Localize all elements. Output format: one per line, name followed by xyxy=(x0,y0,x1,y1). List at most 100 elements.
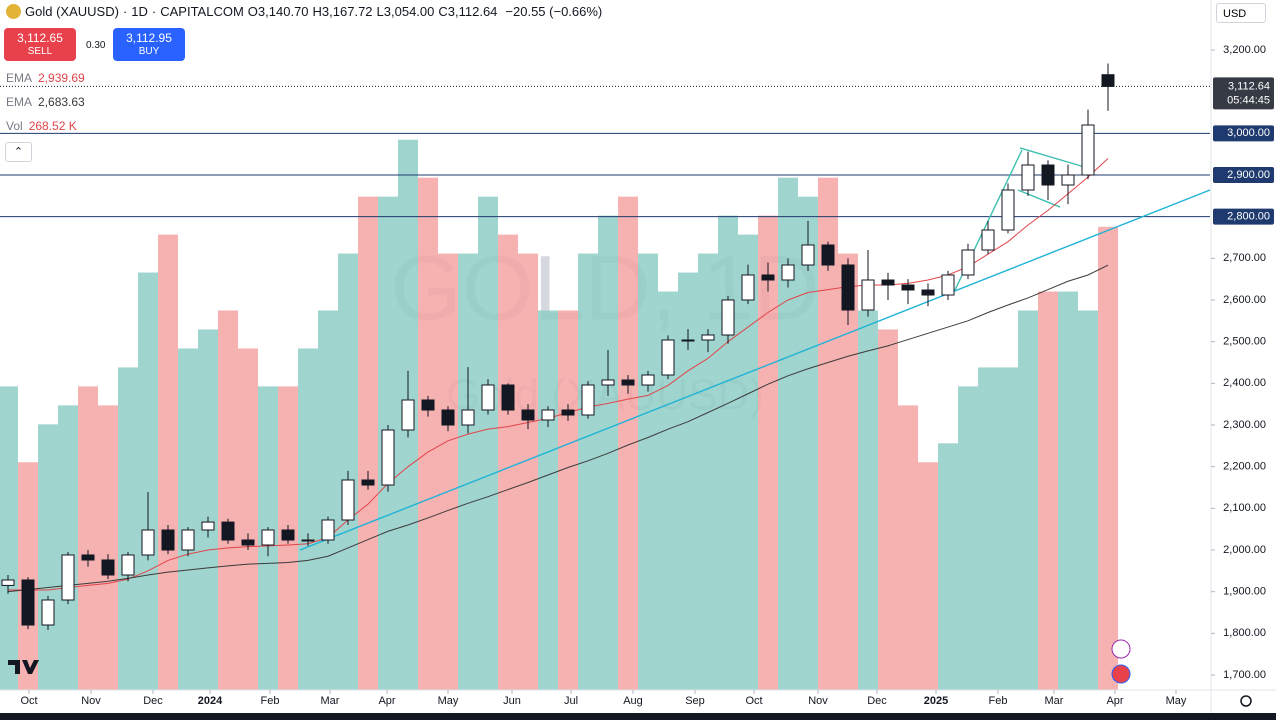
volume-bar xyxy=(458,253,478,690)
level-badge xyxy=(1213,208,1274,225)
candle-body xyxy=(701,334,715,341)
candle-body xyxy=(401,399,415,431)
volume-bar xyxy=(538,310,558,690)
candle-body xyxy=(241,539,255,546)
candle-body xyxy=(161,529,175,551)
legend-value: 2,939.69 xyxy=(38,71,85,85)
volume-bar xyxy=(718,215,738,690)
candle-body xyxy=(861,279,875,311)
candle-body xyxy=(961,249,975,276)
candle-body xyxy=(621,379,635,386)
candle-body xyxy=(921,289,935,296)
sell-button[interactable]: 3,112.65 SELL xyxy=(4,28,76,61)
spread: 0.30 xyxy=(86,40,106,51)
legend-item[interactable]: EMA 2,939.69 xyxy=(6,71,85,85)
volume-bar xyxy=(198,329,218,690)
volume-bar xyxy=(798,196,818,690)
ohlc-value: 3,112.64 xyxy=(447,4,498,19)
candle-body xyxy=(321,519,335,541)
ema-line xyxy=(7,264,1109,593)
sell-price: 3,112.65 xyxy=(17,31,63,45)
candle-body xyxy=(561,409,575,416)
currency-select[interactable]: USD xyxy=(1216,3,1266,23)
level-label: 3,000.00 xyxy=(1227,127,1270,139)
candle-body xyxy=(381,429,395,486)
candle-body xyxy=(901,284,915,291)
legend-item[interactable]: EMA 2,683.63 xyxy=(6,95,85,109)
legend-value: 268.52 K xyxy=(28,119,77,133)
candle-body xyxy=(1101,74,1115,87)
collapse-button[interactable]: ⌃ xyxy=(5,142,32,162)
candle-body xyxy=(481,384,495,411)
volume-bar xyxy=(218,310,238,690)
volume-bar xyxy=(38,424,58,690)
candle-body xyxy=(341,479,355,521)
candle-body xyxy=(221,521,235,541)
volume-bar xyxy=(58,405,78,690)
volume-bar xyxy=(138,272,158,690)
candle-body xyxy=(661,339,675,376)
symbol[interactable]: Gold (XAUUSD) xyxy=(25,4,119,19)
y-tick-label: 2,700.00 xyxy=(1223,252,1266,264)
interval[interactable]: 1D xyxy=(131,4,148,19)
candle-body xyxy=(1021,164,1035,191)
volume-bar xyxy=(1018,310,1038,690)
ohlc-key: C xyxy=(438,4,448,19)
last-price-label: 3,112.64 xyxy=(1228,80,1270,92)
volume-bar xyxy=(698,253,718,690)
x-tick-label: Mar xyxy=(1045,695,1064,707)
volume-bar xyxy=(518,253,538,690)
buy-label: BUY xyxy=(138,46,160,57)
x-tick-label: Jul xyxy=(564,695,578,707)
ohlc: O3,140.70 H3,167.72 L3,054.00 C3,112.64 xyxy=(248,4,502,19)
candle-body xyxy=(461,409,475,426)
y-tick-label: 1,700.00 xyxy=(1223,669,1266,681)
volume-bar xyxy=(898,405,918,690)
y-tick-label: 2,100.00 xyxy=(1223,502,1266,514)
volume-bar xyxy=(998,367,1018,690)
candle-body xyxy=(81,554,95,561)
x-tick-label: 2024 xyxy=(198,695,223,707)
volume-bar xyxy=(78,386,98,690)
volume-bar xyxy=(618,196,638,690)
volume-bar xyxy=(238,348,258,690)
buy-button[interactable]: 3,112.95 BUY xyxy=(113,28,185,61)
legend-item[interactable]: Vol 268.52 K xyxy=(6,119,77,133)
candle-body xyxy=(1061,174,1075,186)
y-tick-label: 1,900.00 xyxy=(1223,586,1266,598)
candle-body xyxy=(601,379,615,386)
candle-body xyxy=(1081,124,1095,176)
candle-body xyxy=(841,264,855,311)
change: −20.55 (−0.66%) xyxy=(505,4,603,19)
settings-icon xyxy=(1240,695,1252,707)
candle-body xyxy=(981,229,995,251)
y-tick-label: 2,000.00 xyxy=(1223,544,1266,556)
candle-body xyxy=(681,339,695,342)
candle-body xyxy=(1041,164,1055,186)
x-tick-label: Mar xyxy=(321,695,340,707)
candle-body xyxy=(201,521,215,531)
legend-name: EMA xyxy=(6,95,33,109)
candle-body xyxy=(181,529,195,551)
separator: · xyxy=(151,4,157,19)
volume-bar xyxy=(758,215,778,690)
legend-name: Vol xyxy=(6,119,23,133)
volume-bar xyxy=(1038,291,1058,690)
x-tick-label: Apr xyxy=(1106,695,1123,707)
x-tick-label: Nov xyxy=(81,695,101,707)
volume-bar xyxy=(658,291,678,690)
volume-bar xyxy=(478,196,498,690)
candle-body xyxy=(421,399,435,411)
volume-bar xyxy=(838,253,858,690)
volume-bar xyxy=(1058,291,1078,690)
volume-bar xyxy=(558,310,578,690)
x-tick-label: 2025 xyxy=(924,695,948,707)
separator: · xyxy=(122,4,128,19)
candle-body xyxy=(361,479,375,486)
volume-bar xyxy=(18,462,38,690)
ohlc-value: 3,140.70 xyxy=(257,4,309,19)
volume-bar xyxy=(778,177,798,691)
y-tick-label: 1,800.00 xyxy=(1223,627,1266,639)
candle-body xyxy=(101,559,115,576)
